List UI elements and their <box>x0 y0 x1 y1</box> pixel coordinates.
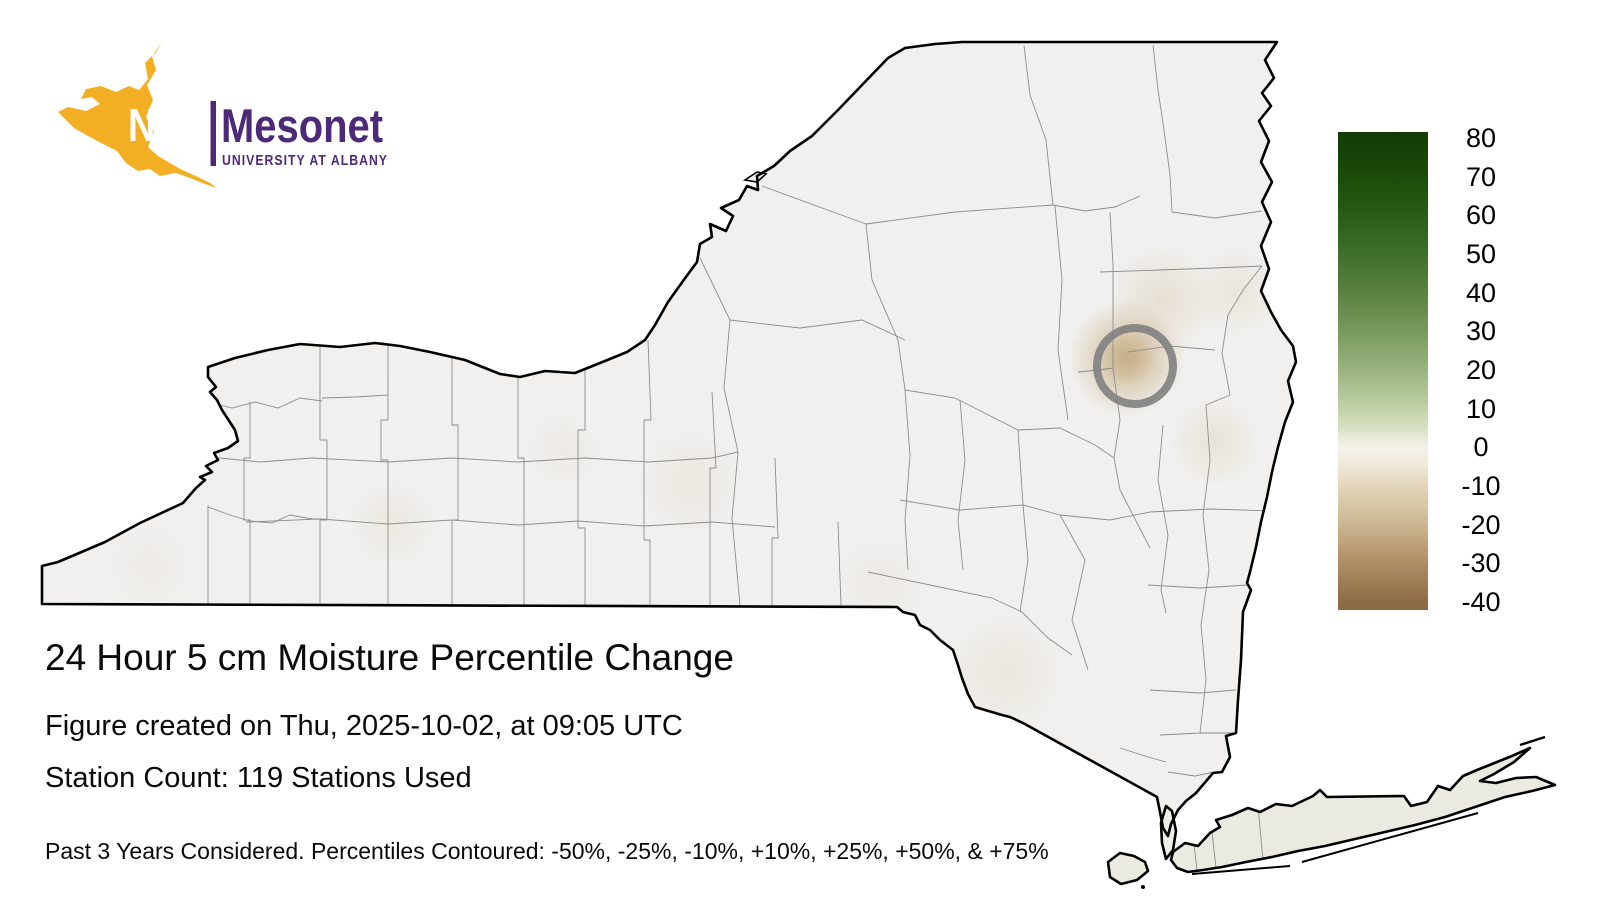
small-island-dot <box>1141 885 1145 889</box>
state-outline <box>40 40 1557 886</box>
colorbar-tick: -40 <box>1461 586 1501 617</box>
logo-nys-text: NYS <box>128 99 206 151</box>
barrier-island <box>1301 812 1479 863</box>
colorbar-tick: 70 <box>1465 161 1497 192</box>
county-boundaries <box>207 44 1275 871</box>
colorbar-tick: -30 <box>1461 548 1501 579</box>
colorbar-tick: 0 <box>1473 432 1489 463</box>
created-timestamp: Figure created on Thu, 2025-10-02, at 09… <box>45 710 683 742</box>
highlight-circle <box>1093 324 1177 408</box>
colorbar-gradient <box>1338 132 1428 610</box>
colorbar-tick: -20 <box>1461 509 1501 540</box>
colorbar-tick: 10 <box>1465 393 1497 424</box>
barrier-island <box>1191 865 1291 875</box>
colorbar-tick: -10 <box>1461 470 1501 501</box>
long-island <box>1171 748 1555 872</box>
nys-mesonet-logo: NYS Mesonet UNIVERSITY AT ALBANY <box>58 42 388 188</box>
logo-brand-text: Mesonet <box>221 99 383 152</box>
staten-island <box>1108 853 1148 884</box>
colorbar-tick: 40 <box>1465 277 1497 308</box>
logo-divider-bar <box>210 101 216 166</box>
colorbar-tick-labels: 80 70 60 50 40 30 20 10 0 -10 -20 -30 -40 <box>1446 123 1516 617</box>
colorbar-tick: 30 <box>1465 316 1497 347</box>
logo-subtitle-text: UNIVERSITY AT ALBANY <box>222 153 388 169</box>
station-count: Station Count: 119 Stations Used <box>45 762 472 794</box>
colorbar-tick: 80 <box>1465 123 1497 153</box>
colorbar-tick: 20 <box>1465 354 1497 385</box>
colorbar-tick: 50 <box>1465 238 1497 269</box>
figure-title: 24 Hour 5 cm Moisture Percentile Change <box>45 637 734 678</box>
plum-island <box>1519 735 1546 747</box>
colorbar-tick: 60 <box>1465 200 1497 231</box>
logo-ny-silhouette <box>58 42 217 188</box>
contour-footnote: Past 3 Years Considered. Percentiles Con… <box>45 838 1049 864</box>
